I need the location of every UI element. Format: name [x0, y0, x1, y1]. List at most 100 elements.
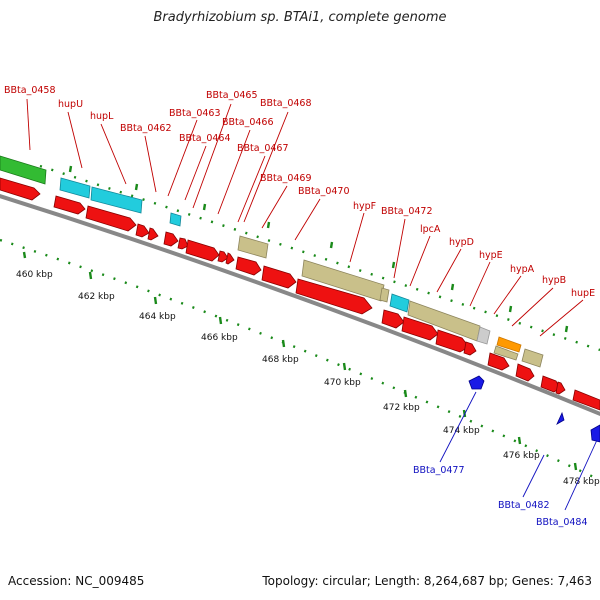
kbp-label: 466 kbp — [201, 333, 238, 343]
leader-line — [349, 212, 365, 263]
gene-label: BBta_0482 — [498, 500, 550, 511]
top-gene-labels: BBta_0458 hupU hupL BBta_0462 BBta_0463 … — [4, 85, 595, 299]
tick-mark — [573, 462, 578, 471]
tick-mark — [88, 271, 93, 280]
gene-label: BBta_0468 — [260, 98, 312, 109]
bottom-label-leaders — [439, 391, 598, 511]
kbp-label: 476 kbp — [503, 451, 540, 461]
genome-summary-text: Topology: circular; Length: 8,264,687 bp… — [262, 574, 592, 588]
feature-green — [0, 155, 47, 185]
gene-label: BBta_0472 — [381, 206, 433, 217]
top-label-leaders — [26, 98, 584, 337]
cds-arrow — [572, 389, 600, 411]
tick-mark — [517, 436, 522, 445]
cds-arrow — [185, 239, 220, 262]
cds-arrow — [487, 352, 510, 371]
feature-cyan-3 — [169, 212, 182, 227]
leader-line — [439, 391, 477, 463]
gene-label: BBta_0464 — [179, 133, 231, 144]
feature-cyan-4 — [389, 293, 410, 313]
leader-line — [522, 454, 545, 498]
tick-mark — [68, 165, 73, 173]
leader-line — [469, 261, 491, 307]
gene-label: hypA — [510, 264, 535, 275]
gene-label: lpcA — [420, 224, 441, 235]
cds-arrow — [515, 363, 535, 382]
tick-mark — [266, 221, 271, 229]
gene-label: hypE — [479, 250, 503, 261]
gene-label: hupE — [571, 288, 595, 299]
kbp-tick-labels: 460 kbp 462 kbp 464 kbp 466 kbp 468 kbp … — [16, 270, 600, 487]
tick-mark — [450, 283, 455, 291]
gene-label: BBta_0466 — [222, 117, 274, 128]
leader-line — [237, 155, 266, 223]
tick-mark — [342, 362, 347, 371]
gene-label: BBta_0458 — [4, 85, 56, 96]
feature-track-colored — [0, 155, 544, 368]
feature-cyan-2 — [90, 186, 143, 214]
cds-arrow — [135, 223, 150, 238]
leader-line — [26, 98, 31, 151]
gene-label: BBta_0484 — [536, 517, 588, 528]
leader-line — [564, 439, 598, 511]
leader-line — [294, 198, 321, 241]
tick-mark — [403, 389, 408, 398]
leader-line — [192, 103, 232, 209]
gene-label: hypB — [542, 275, 566, 286]
bottom-gene-labels: BBta_0477 BBta_0482 BBta_0484 — [413, 465, 588, 528]
accession-text: Accession: NC_009485 — [8, 574, 145, 588]
tick-mark — [153, 296, 158, 305]
outer-tick-marks — [68, 165, 569, 333]
feature-khaki-3 — [379, 287, 390, 303]
inner-dotted-track — [0, 238, 600, 482]
leader-line — [493, 275, 522, 315]
tick-mark — [281, 339, 286, 348]
kbp-label: 474 kbp — [443, 426, 480, 436]
cds-arrow — [217, 250, 229, 263]
feature-cyan-1 — [59, 177, 91, 199]
tick-mark — [329, 241, 334, 249]
leader-line — [393, 218, 406, 279]
leader-line — [511, 287, 554, 327]
kbp-label: 472 kbp — [383, 403, 420, 413]
cds-arrow — [261, 265, 297, 289]
gene-label: hypD — [449, 237, 474, 248]
kbp-label: 464 kbp — [139, 312, 176, 322]
feature-grey — [476, 326, 491, 345]
kbp-label: 478 kbp — [563, 477, 600, 487]
feature-khaki-6 — [521, 348, 544, 368]
kbp-label: 462 kbp — [78, 292, 115, 302]
cds-arrow — [85, 205, 137, 232]
cds-reverse — [590, 424, 600, 443]
gene-label: BBta_0477 — [413, 465, 465, 476]
gene-label: BBta_0463 — [169, 108, 221, 119]
cds-arrow — [381, 309, 405, 329]
leader-line — [243, 111, 289, 223]
gene-label: BBta_0465 — [206, 90, 258, 101]
feature-khaki-5 — [493, 345, 519, 361]
kbp-label: 470 kbp — [324, 378, 361, 388]
leader-line — [100, 123, 127, 185]
leader-line — [539, 299, 584, 337]
gene-label: hupU — [58, 99, 83, 110]
reverse-cds-track — [468, 375, 600, 443]
cds-arrow — [401, 316, 439, 341]
tick-mark — [218, 316, 223, 325]
leader-line — [217, 129, 251, 215]
tick-mark — [22, 251, 27, 259]
leader-line — [167, 119, 198, 197]
feature-khaki-2 — [301, 259, 385, 302]
leader-line — [261, 185, 288, 229]
leader-line — [184, 145, 207, 201]
tick-mark — [564, 325, 569, 333]
genome-backbone — [0, 194, 600, 417]
forward-cds-track — [0, 177, 600, 411]
cds-arrow — [0, 177, 41, 201]
feature-khaki-1 — [237, 235, 269, 259]
gene-label: hupL — [90, 111, 114, 122]
cds-arrow — [295, 278, 373, 315]
cds-arrow — [53, 195, 86, 215]
tick-mark — [202, 203, 207, 211]
